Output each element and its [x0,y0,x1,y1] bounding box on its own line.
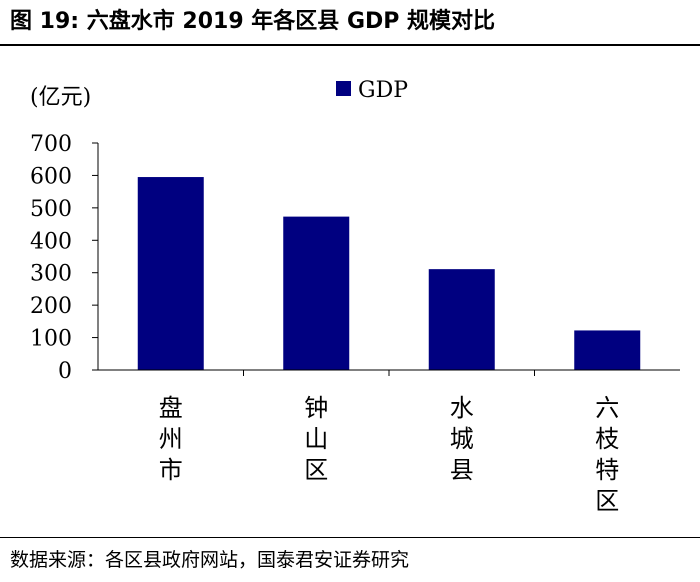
legend-label-gdp: GDP [358,78,408,103]
bars [137,177,641,370]
source-divider [0,537,700,538]
y-tick-label-400: 400 [30,229,72,254]
y-tick-label-100: 100 [30,327,72,352]
y-axis-label-group: (亿元) [30,85,91,110]
bar-2 [283,216,350,370]
gdp-bar-chart: GDP (亿元) 0 100 200 300 400 500 600 700 盘州市 钟山区 水城… [30,78,680,515]
x-axis-category-labels: 盘州市 钟山区 水城县 六枝特区 [159,394,620,515]
y-tick-label-300: 300 [30,262,72,287]
source-note: 数据来源：各区县政府网站，国泰君安证券研究 [10,549,410,571]
bar-1 [137,177,204,370]
y-tick-label-200: 200 [30,294,72,319]
title-divider [0,44,700,46]
axes [97,143,680,376]
x-category-label-2: 钟山区 [304,394,328,484]
x-category-label-1: 盘州市 [159,394,183,484]
y-axis-label: (亿元) [30,85,91,110]
bar-4 [574,330,641,370]
y-tick-label-600: 600 [30,164,72,189]
y-tick-label-500: 500 [30,197,72,222]
bar-3 [428,269,495,370]
y-tick-label-0: 0 [58,359,72,384]
legend-swatch-gdp [336,81,351,96]
x-category-label-3: 水城县 [450,394,474,484]
x-category-label-4: 六枝特区 [595,394,619,515]
y-tick-label-700: 700 [30,132,72,157]
legend: GDP [336,78,408,103]
y-axis-ticks: 0 100 200 300 400 500 600 700 [30,132,98,384]
figure-title: 图 19: 六盘水市 2019 年各区县 GDP 规模对比 [10,9,496,34]
